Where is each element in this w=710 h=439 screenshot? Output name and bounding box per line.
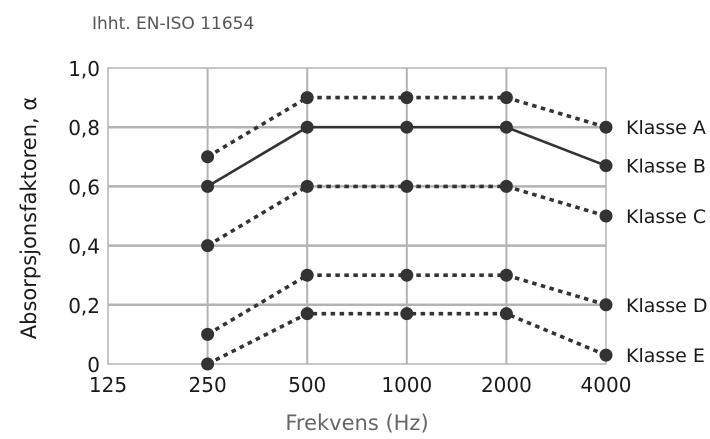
x-tick-label: 500 — [288, 373, 326, 397]
data-point — [300, 120, 314, 134]
y-tick-label: 0,6 — [68, 175, 100, 199]
data-point — [300, 91, 314, 105]
data-point — [201, 239, 215, 253]
data-point — [599, 120, 613, 134]
x-tick-label: 250 — [189, 373, 227, 397]
series-label: Klasse B — [626, 156, 706, 178]
data-point — [201, 357, 215, 371]
data-point — [499, 268, 513, 282]
data-point — [400, 307, 414, 321]
data-point — [300, 268, 314, 282]
grid — [108, 68, 606, 364]
data-point — [300, 307, 314, 321]
series-labels: Klasse A Klasse B Klasse C Klasse D Klasse E — [626, 117, 708, 367]
y-tick-label: 0 — [87, 353, 100, 377]
data-point — [201, 327, 215, 341]
data-point — [599, 348, 613, 362]
x-tick-label: 4000 — [581, 373, 632, 397]
data-point — [499, 91, 513, 105]
y-tick-label: 0,2 — [68, 294, 100, 318]
data-point — [499, 120, 513, 134]
data-point — [400, 120, 414, 134]
series-klasse-d — [201, 268, 613, 341]
y-axis-title: Absorpsjonsfaktoren, α — [17, 97, 41, 339]
data-point — [499, 307, 513, 321]
series-label: Klasse E — [626, 345, 705, 367]
series-label: Klasse D — [626, 295, 708, 317]
data-point — [201, 150, 215, 164]
y-tick-labels: 0 0,2 0,4 0,6 0,8 1,0 — [68, 57, 100, 377]
data-point — [599, 159, 613, 173]
data-point — [400, 268, 414, 282]
data-point — [400, 91, 414, 105]
x-tick-label: 125 — [89, 373, 127, 397]
x-tick-label: 1000 — [381, 373, 432, 397]
plot-frame — [107, 67, 607, 365]
data-point — [300, 179, 314, 193]
data-point — [599, 298, 613, 312]
series-label: Klasse C — [626, 206, 706, 228]
x-tick-labels: 125 250 500 1000 2000 4000 — [89, 373, 632, 397]
chart-subtitle: Ihht. EN-ISO 11654 — [92, 14, 254, 34]
series-klasse-e — [201, 307, 613, 371]
data-point — [400, 179, 414, 193]
data-point — [599, 209, 613, 223]
series-klasse-c — [201, 179, 613, 253]
x-axis-title: Frekvens (Hz) — [285, 411, 428, 435]
y-tick-label: 1,0 — [68, 57, 100, 81]
y-tick-label: 0,8 — [68, 116, 100, 140]
series-label: Klasse A — [626, 117, 706, 139]
y-tick-label: 0,4 — [68, 235, 100, 259]
series-klasse-a — [201, 91, 613, 164]
data-point — [499, 179, 513, 193]
series-layer — [201, 91, 613, 371]
data-point — [201, 179, 215, 193]
series-klasse-b — [201, 120, 613, 193]
x-tick-label: 2000 — [481, 373, 532, 397]
